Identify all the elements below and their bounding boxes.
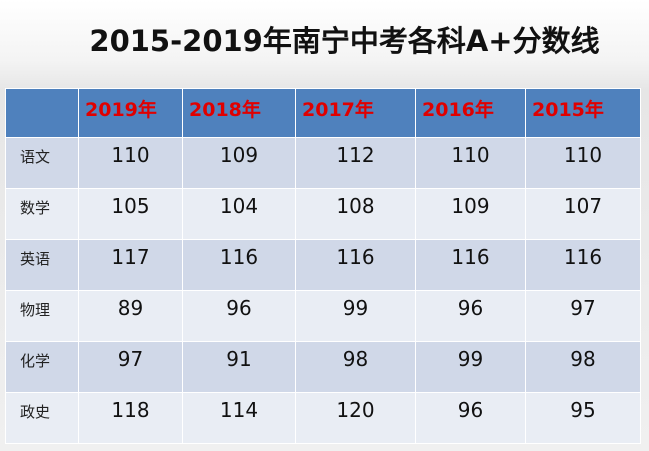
row-label: 英语: [5, 239, 79, 291]
row: 语文 110 109 112 110 110: [5, 137, 641, 189]
row: 英语 117 116 116 116 116: [5, 239, 641, 291]
score-cell: 104: [182, 188, 296, 240]
table-body: 语文 110 109 112 110 110 数学 105 104 108 109 107 英语 117 1…: [5, 137, 641, 444]
score-cell: 98: [295, 341, 416, 393]
score-cell: 116: [295, 239, 416, 291]
score-cell: 112: [295, 137, 416, 189]
score-cell: 116: [525, 239, 641, 291]
corner-cell: [5, 88, 79, 138]
score-cell: 117: [78, 239, 183, 291]
score-cell: 96: [415, 392, 526, 444]
column-header: 2019年: [78, 88, 183, 138]
score-cell: 98: [525, 341, 641, 393]
score-cell: 107: [525, 188, 641, 240]
score-cell: 116: [415, 239, 526, 291]
score-cell: 120: [295, 392, 416, 444]
score-cell: 89: [78, 290, 183, 342]
column-header: 2017年: [295, 88, 416, 138]
score-cell: 114: [182, 392, 296, 444]
column-header: 2016年: [415, 88, 526, 138]
row-label: 物理: [5, 290, 79, 342]
row: 政史 118 114 120 96 95: [5, 392, 641, 444]
score-cell: 91: [182, 341, 296, 393]
score-cell: 110: [78, 137, 183, 189]
score-cell: 99: [415, 341, 526, 393]
score-cell: 109: [182, 137, 296, 189]
column-header: 2015年: [525, 88, 641, 138]
score-cell: 96: [415, 290, 526, 342]
row-label: 数学: [5, 188, 79, 240]
score-cell: 97: [525, 290, 641, 342]
row: 物理 89 96 99 96 97: [5, 290, 641, 342]
title: 2015-2019年南宁中考各科A+分数线: [89, 24, 600, 58]
score-cell: 110: [415, 137, 526, 189]
column-header: 2018年: [182, 88, 296, 138]
score-cell: 95: [525, 392, 641, 444]
score-cell: 97: [78, 341, 183, 393]
row: 化学 97 91 98 99 98: [5, 341, 641, 393]
score-cell: 99: [295, 290, 416, 342]
score-cell: 118: [78, 392, 183, 444]
score-cell: 96: [182, 290, 296, 342]
header-row: 2019年 2018年 2017年 2016年 2015年: [5, 88, 641, 138]
score-cell: 116: [182, 239, 296, 291]
score-cell: 109: [415, 188, 526, 240]
score-table: 2019年 2018年 2017年 2016年 2015年 语文 110 109 112 110…: [5, 88, 641, 444]
row-label: 语文: [5, 137, 79, 189]
row: 数学 105 104 108 109 107: [5, 188, 641, 240]
row-label: 政史: [5, 392, 79, 444]
score-cell: 110: [525, 137, 641, 189]
row-label: 化学: [5, 341, 79, 393]
score-cell: 105: [78, 188, 183, 240]
score-cell: 108: [295, 188, 416, 240]
